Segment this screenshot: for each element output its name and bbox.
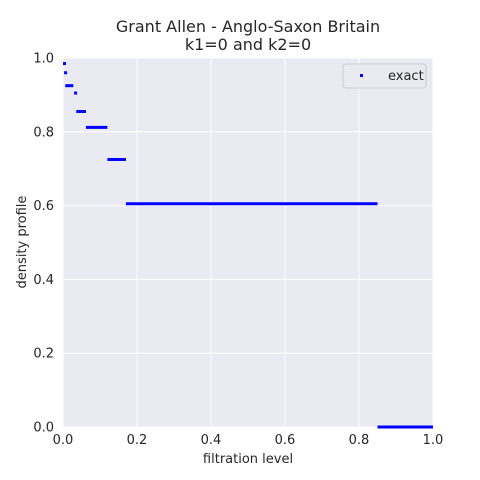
legend-label-exact: exact <box>388 69 424 84</box>
y-tick-label: 0.2 <box>33 347 54 362</box>
y-tick-label: 0.6 <box>33 199 54 214</box>
legend-marker-exact <box>360 74 363 77</box>
data-point-segment <box>63 62 66 66</box>
x-tick-label: 0.6 <box>275 433 296 448</box>
x-tick-label: 0.4 <box>201 433 222 448</box>
x-tick-label: 1.0 <box>423 433 444 448</box>
grid-lines <box>62 57 434 428</box>
data-points <box>63 62 433 429</box>
chart-subtitle: k1=0 and k2=0 <box>185 35 311 54</box>
y-axis-label: density profile <box>15 196 30 289</box>
data-point-segment <box>125 202 378 206</box>
x-tick-label: 0.0 <box>53 433 74 448</box>
data-point-segment <box>74 91 78 95</box>
x-axis-label: filtration level <box>203 452 293 467</box>
chart-title: Grant Allen - Anglo-Saxon Britain <box>116 17 380 36</box>
data-point-segment <box>64 71 68 75</box>
y-tick-label: 0.4 <box>33 273 54 288</box>
data-point-segment <box>107 157 126 161</box>
x-tick-label: 0.8 <box>349 433 370 448</box>
data-point-segment <box>85 125 108 129</box>
y-tick-labels: 0.0 0.2 0.4 0.6 0.8 1.0 <box>33 52 54 436</box>
data-point-segment <box>65 84 74 88</box>
legend-box <box>342 63 427 89</box>
data-point-segment <box>76 110 86 114</box>
x-tick-labels: 0.0 0.2 0.4 0.6 0.8 1.0 <box>53 433 444 448</box>
plot-area <box>63 58 433 427</box>
y-tick-label: 0.8 <box>33 125 54 140</box>
y-tick-label: 0.0 <box>33 421 54 436</box>
data-point-segment <box>377 425 433 429</box>
legend: exact <box>342 63 427 89</box>
y-tick-label: 1.0 <box>33 52 54 67</box>
x-tick-label: 0.2 <box>127 433 148 448</box>
